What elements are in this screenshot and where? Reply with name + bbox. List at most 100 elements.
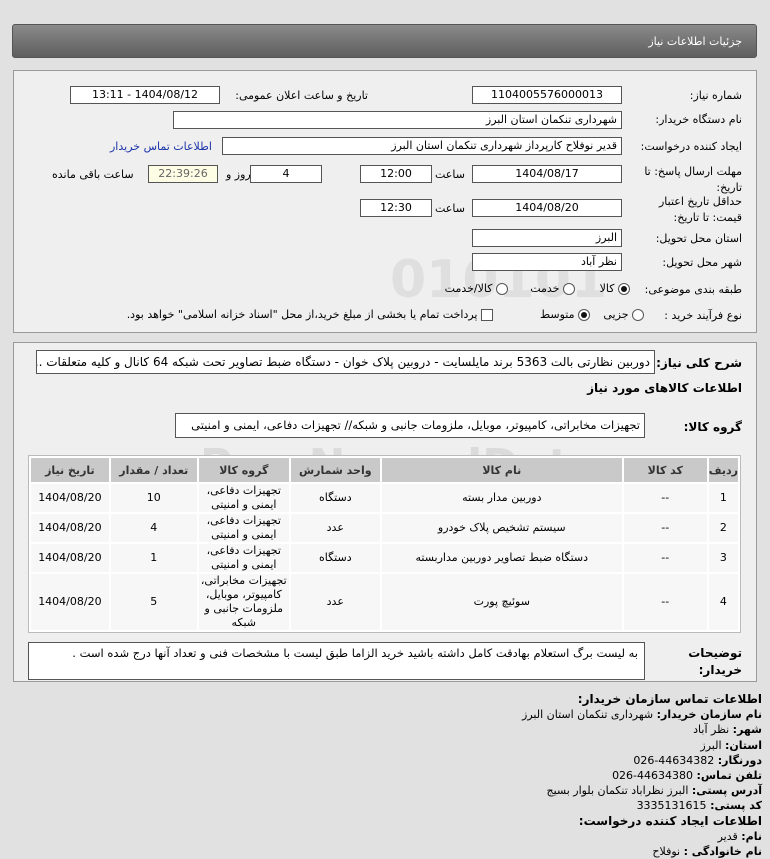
col-unit: واحد شمارش xyxy=(290,458,380,482)
summary-field: دوربین نظارتی بالت 5363 برند مایلسایت - … xyxy=(36,350,655,374)
cell-date: 1404/08/20 xyxy=(31,514,109,542)
category-radio-both[interactable]: کالا/خدمت xyxy=(445,282,508,295)
cell-unit: عدد xyxy=(290,514,380,542)
cell-name: دستگاه ضبط تصاویر دوربین مداربسته xyxy=(381,544,622,572)
cell-unit: دستگاه xyxy=(290,484,380,512)
city-label: شهر محل تحویل: xyxy=(662,256,742,269)
notes-label: توضیحات خریدار: xyxy=(688,646,742,677)
checkbox-icon[interactable] xyxy=(481,309,493,321)
category-radio-goods[interactable]: کالا xyxy=(600,282,630,295)
contact-fax: دورنگار: 026-44634382 xyxy=(633,753,762,767)
validity-date-field: 1404/08/20 xyxy=(472,199,622,217)
cell-row: 3 xyxy=(708,544,738,572)
deadline-label: مهلت ارسال پاسخ: تا تاریخ: xyxy=(644,165,742,194)
page-header: جزئیات اطلاعات نیاز xyxy=(12,24,757,58)
validity-time-label: ساعت xyxy=(435,202,465,215)
cell-code: -- xyxy=(623,514,707,542)
table-row: 1 -- دوربین مدار بسته دستگاه تجهیزات دفاعی، … xyxy=(31,484,738,512)
cell-code: -- xyxy=(623,544,707,572)
city-field: نظر آباد xyxy=(472,253,622,271)
creator-family: نام خانوادگی : نوفلاح xyxy=(652,845,762,859)
items-table-frame: ردیف کد کالا نام کالا واحد شمارش گروه کا… xyxy=(28,455,741,633)
cell-unit: عدد xyxy=(290,574,380,630)
cell-row: 4 xyxy=(708,574,738,630)
col-name: نام کالا xyxy=(381,458,622,482)
contact-title: اطلاعات تماس سازمان خریدار: xyxy=(577,692,762,706)
validity-label: حداقل تاریخ اعتبار قیمت: تا تاریخ: xyxy=(658,195,742,224)
cell-qty: 10 xyxy=(110,484,197,512)
group-label: گروه کالا: xyxy=(683,420,742,434)
contact-info: اطلاعات تماس سازمان خریدار: نام سازمان خ… xyxy=(522,692,762,859)
radio-icon[interactable] xyxy=(632,309,644,321)
group-field: تجهیزات مخابراتی، کامپیوتر، موبایل، ملزو… xyxy=(175,413,645,438)
cell-name: سوئیچ پورت xyxy=(381,574,622,630)
notes-field: به لیست برگ استعلام بهادقت کامل داشته با… xyxy=(28,642,645,680)
radio-icon[interactable] xyxy=(618,283,630,295)
table-row: 3 -- دستگاه ضبط تصاویر دوربین مداربسته دستگ… xyxy=(31,544,738,572)
treasury-payment-checkbox[interactable]: پرداخت تمام یا بخشی از مبلغ خرید،از محل … xyxy=(127,308,493,321)
cell-qty: 5 xyxy=(110,574,197,630)
radio-icon[interactable] xyxy=(563,283,575,295)
col-group: گروه کالا xyxy=(198,458,289,482)
category-radio-service[interactable]: خدمت xyxy=(530,282,575,295)
deadline-date-field: 1404/08/17 xyxy=(472,165,622,183)
cell-qty: 1 xyxy=(110,544,197,572)
province-field: البرز xyxy=(472,229,622,247)
need-number-label: شماره نیاز: xyxy=(689,89,742,102)
cell-date: 1404/08/20 xyxy=(31,484,109,512)
table-row: 2 -- سیستم تشخیص پلاک خودرو عدد تجهیزات دفاع… xyxy=(31,514,738,542)
cell-group: تجهیزات مخابراتی، کامپیوتر، موبایل، ملزو… xyxy=(198,574,289,630)
deadline-time-label: ساعت xyxy=(435,168,465,181)
process-label: نوع فرآیند خرید : xyxy=(664,309,742,322)
contact-city: شهر: نظر آباد xyxy=(693,723,762,737)
summary-label: شرح کلی نیاز: xyxy=(656,356,742,370)
radio-icon[interactable] xyxy=(496,283,508,295)
need-number-field: 1104005576000013 xyxy=(472,86,622,104)
buyer-contact-link[interactable]: اطلاعات تماس خریدار xyxy=(110,140,212,153)
col-date: تاریخ نیاز xyxy=(31,458,109,482)
cell-group: تجهیزات دفاعی، ایمنی و امنیتی xyxy=(198,514,289,542)
remaining-label: ساعت باقی مانده xyxy=(52,168,134,181)
contact-address: آدرس پستی: البرز نظراباد تنکمان بلوار بس… xyxy=(546,784,762,798)
table-row: 4 -- سوئیچ پورت عدد تجهیزات مخابراتی، کامپیو… xyxy=(31,574,738,630)
announce-field: 1404/08/12 - 13:11 xyxy=(70,86,220,104)
contact-phone: تلفن تماس: 026-44634380 xyxy=(612,769,762,783)
days-label: روز و xyxy=(226,168,251,181)
items-title: اطلاعات کالاهای مورد نیاز xyxy=(587,381,742,395)
cell-row: 1 xyxy=(708,484,738,512)
days-field: 4 xyxy=(250,165,322,183)
page-title: جزئیات اطلاعات نیاز xyxy=(648,35,742,48)
process-radio-medium[interactable]: متوسط xyxy=(540,308,590,321)
cell-date: 1404/08/20 xyxy=(31,544,109,572)
announce-label: تاریخ و ساعت اعلان عمومی: xyxy=(235,89,368,102)
col-code: کد کالا xyxy=(623,458,707,482)
contact-province: استان: البرز xyxy=(700,738,762,752)
creator-name: نام: قدیر xyxy=(717,829,762,843)
creator-field: قدیر نوفلاح کارپرداز شهرداری تنکمان استا… xyxy=(222,137,622,155)
cell-unit: دستگاه xyxy=(290,544,380,572)
cell-name: سیستم تشخیص پلاک خودرو xyxy=(381,514,622,542)
cell-name: دوربین مدار بسته xyxy=(381,484,622,512)
cell-date: 1404/08/20 xyxy=(31,574,109,630)
validity-time-field: 12:30 xyxy=(360,199,432,217)
buyer-label: نام دستگاه خریدار: xyxy=(655,113,742,126)
contact-postal: کد پستی: 3335131615 xyxy=(636,799,762,813)
creator-label: ایجاد کننده درخواست: xyxy=(640,140,742,153)
province-label: استان محل تحویل: xyxy=(655,232,742,245)
col-row: ردیف xyxy=(708,458,738,482)
radio-icon[interactable] xyxy=(578,309,590,321)
cell-row: 2 xyxy=(708,514,738,542)
col-qty: تعداد / مقدار xyxy=(110,458,197,482)
deadline-time-field: 12:00 xyxy=(360,165,432,183)
buyer-field: شهرداری تنکمان استان البرز xyxy=(173,111,622,129)
items-table: ردیف کد کالا نام کالا واحد شمارش گروه کا… xyxy=(29,456,740,632)
cell-group: تجهیزات دفاعی، ایمنی و امنیتی xyxy=(198,544,289,572)
cell-code: -- xyxy=(623,574,707,630)
remaining-time-field: 22:39:26 xyxy=(148,165,218,183)
creator-info-title: اطلاعات ایجاد کننده درخواست: xyxy=(578,813,762,828)
cell-qty: 4 xyxy=(110,514,197,542)
process-radio-minor[interactable]: جزیی xyxy=(603,308,644,321)
category-label: طبقه بندی موضوعی: xyxy=(644,283,742,296)
cell-group: تجهیزات دفاعی، ایمنی و امنیتی xyxy=(198,484,289,512)
contact-org: نام سازمان خریدار: شهرداری تنکمان استان … xyxy=(522,708,762,722)
